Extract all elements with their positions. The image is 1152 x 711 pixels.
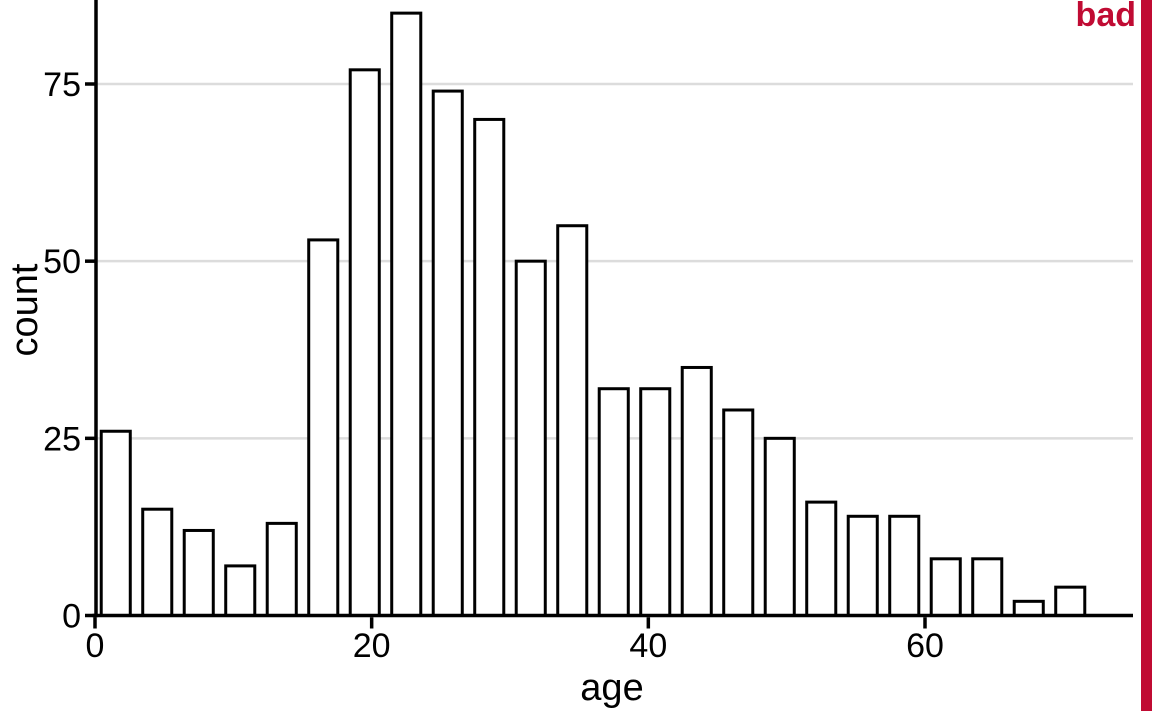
histogram-bar [431,89,464,617]
histogram-bar [348,68,381,617]
histogram-bar [182,528,215,617]
y-tick-label: 0 [62,598,81,636]
histogram-bar [473,117,506,617]
histogram-bar [514,259,547,617]
bad-indicator-bar [1141,0,1152,711]
x-tick-label: 40 [629,627,667,665]
x-tick-label: 20 [353,627,391,665]
histogram-bar [1054,585,1087,617]
histogram-bar [597,387,630,617]
histogram-bar [390,11,423,618]
x-tick-label: 60 [906,627,944,665]
y-tick-label: 25 [43,420,81,458]
histogram-bar [639,387,672,617]
y-axis-title: count [4,263,46,356]
histogram-bar [265,521,298,618]
gridlines [96,82,1133,440]
bad-stamp-label: bad [1075,0,1136,34]
histogram-bar [99,429,132,617]
histogram-bar [680,365,713,618]
x-axis-title: age [580,667,643,709]
histogram-bar [971,557,1004,617]
histogram-bars [99,11,1087,618]
histogram-bar [556,224,589,617]
histogram-bar [1012,599,1045,617]
histogram-bar [888,514,921,617]
tick-labels: 0 20 40 60 0 25 50 75 [43,66,944,665]
histogram-bar [805,500,838,617]
histogram-bar [141,507,174,617]
histogram-bar [846,514,879,617]
histogram-bar [929,557,962,617]
y-tick-label: 75 [43,66,81,104]
histogram-bar [307,238,340,617]
y-tick-label: 50 [43,243,81,281]
axes [85,0,1133,629]
histogram-bar [224,564,257,618]
histogram-bar [722,408,755,617]
x-tick-label: 0 [86,627,105,665]
histogram-bar [763,436,796,617]
